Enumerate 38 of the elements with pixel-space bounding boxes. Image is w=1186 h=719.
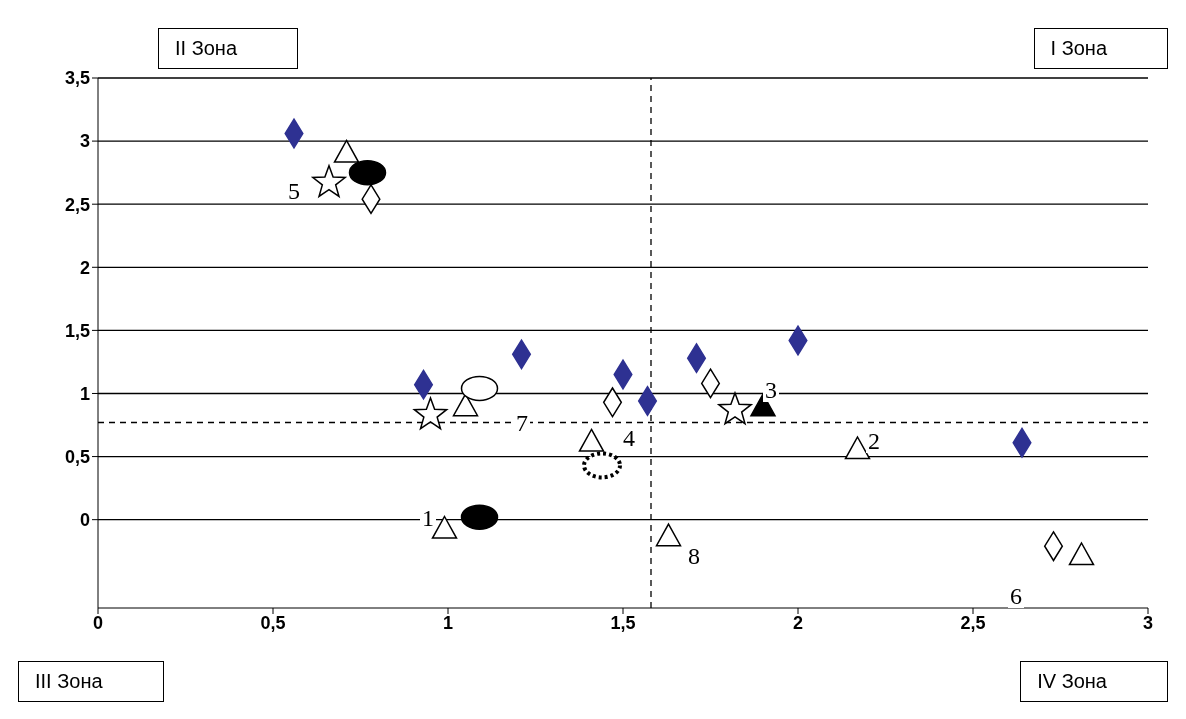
x-tick-label: 0,5	[260, 612, 286, 633]
point	[1068, 542, 1095, 566]
point	[312, 164, 346, 198]
point	[718, 392, 752, 425]
annotation: 6	[1008, 583, 1024, 609]
x-tick-label: 2	[792, 612, 804, 633]
text: I Зона	[1033, 28, 1168, 69]
y-tick-label: 0	[79, 510, 90, 531]
y-tick-label: 3	[79, 131, 90, 152]
text: II Зона	[158, 28, 299, 69]
x-tick-label: 3	[1142, 612, 1154, 633]
annotation: 1	[420, 505, 436, 531]
y-tick-label: 2	[79, 257, 90, 278]
x-tick-label: 2,5	[960, 612, 986, 633]
text: III Зона	[18, 661, 164, 702]
point	[452, 393, 479, 417]
point	[578, 428, 605, 452]
annotation: 7	[514, 410, 530, 436]
text: IV Зона	[1020, 661, 1168, 702]
y-tick-label: 3,5	[64, 68, 90, 89]
y-tick-label: 0,5	[64, 446, 90, 467]
point	[844, 436, 871, 460]
annotation: 5	[286, 178, 302, 204]
y-tick-label: 1,5	[64, 320, 90, 341]
point	[582, 451, 622, 480]
annotation: 8	[686, 543, 702, 569]
point	[413, 397, 448, 430]
x-tick-label: 0	[92, 612, 104, 633]
annotation: 2	[866, 428, 882, 454]
annotation: 3	[763, 377, 779, 403]
point	[655, 523, 682, 547]
x-tick-label: 1,5	[610, 612, 636, 633]
point	[431, 515, 458, 539]
annotation: 4	[621, 425, 637, 451]
y-tick-label: 2,5	[64, 194, 90, 215]
x-tick-label: 1	[442, 612, 454, 633]
y-tick-label: 1	[79, 383, 90, 404]
point	[333, 139, 360, 163]
